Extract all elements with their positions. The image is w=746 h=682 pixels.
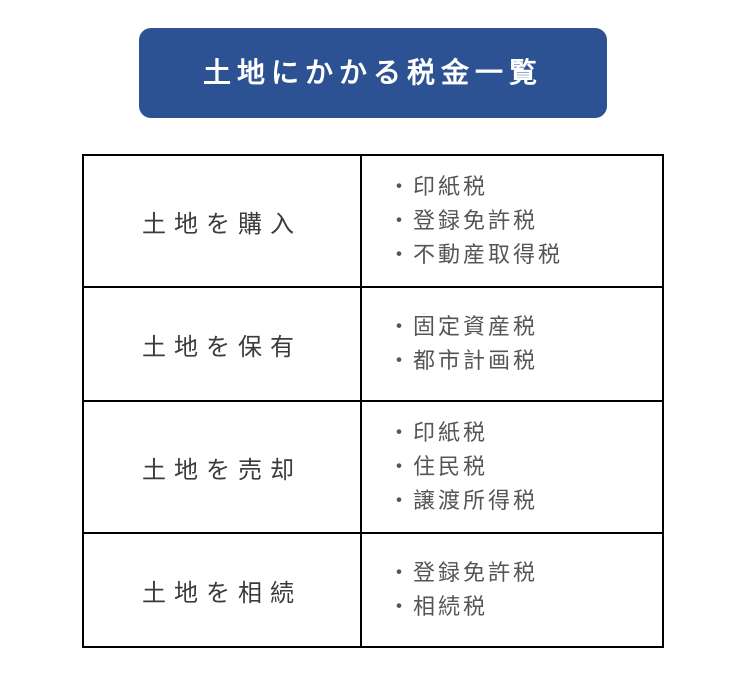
row-label: 土地を購入 (83, 155, 361, 287)
row-items: ・印紙税・住民税・譲渡所得税 (361, 401, 663, 533)
list-item: ・印紙税 (388, 170, 662, 204)
table-row: 土地を保有・固定資産税・都市計画税 (83, 287, 663, 401)
row-label: 土地を保有 (83, 287, 361, 401)
table-row: 土地を購入・印紙税・登録免許税・不動産取得税 (83, 155, 663, 287)
row-items: ・印紙税・登録免許税・不動産取得税 (361, 155, 663, 287)
table-row: 土地を売却・印紙税・住民税・譲渡所得税 (83, 401, 663, 533)
tax-table: 土地を購入・印紙税・登録免許税・不動産取得税土地を保有・固定資産税・都市計画税土… (82, 154, 664, 648)
row-label: 土地を売却 (83, 401, 361, 533)
list-item: ・不動産取得税 (388, 238, 662, 272)
list-item: ・譲渡所得税 (388, 484, 662, 518)
table-row: 土地を相続・登録免許税・相続税 (83, 533, 663, 647)
list-item: ・固定資産税 (388, 310, 662, 344)
tax-table-body: 土地を購入・印紙税・登録免許税・不動産取得税土地を保有・固定資産税・都市計画税土… (83, 155, 663, 647)
list-item: ・住民税 (388, 450, 662, 484)
list-item: ・相続税 (388, 590, 662, 624)
list-item: ・印紙税 (388, 416, 662, 450)
list-item: ・登録免許税 (388, 204, 662, 238)
row-label: 土地を相続 (83, 533, 361, 647)
list-item: ・都市計画税 (388, 344, 662, 378)
list-item: ・登録免許税 (388, 556, 662, 590)
title-text: 土地にかかる税金一覧 (203, 57, 543, 88)
title-banner: 土地にかかる税金一覧 (139, 28, 607, 118)
tax-table-container: 土地を購入・印紙税・登録免許税・不動産取得税土地を保有・固定資産税・都市計画税土… (82, 154, 664, 648)
row-items: ・登録免許税・相続税 (361, 533, 663, 647)
row-items: ・固定資産税・都市計画税 (361, 287, 663, 401)
